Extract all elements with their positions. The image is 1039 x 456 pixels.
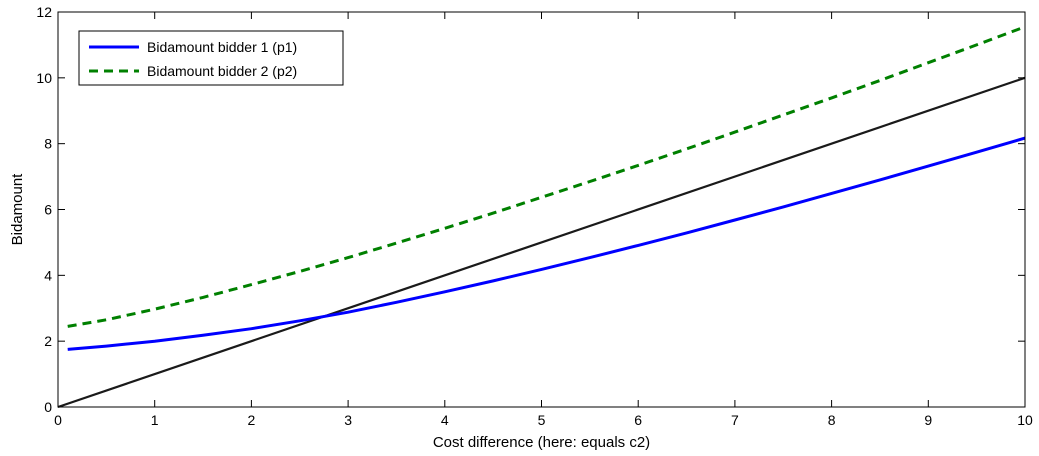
y-tick-label: 0 [44, 399, 52, 415]
y-tick-label: 2 [44, 333, 52, 349]
x-tick-label: 5 [538, 412, 546, 428]
y-tick-label: 6 [44, 202, 52, 218]
y-axis-label: Bidamount [9, 173, 26, 246]
y-tick-label: 8 [44, 136, 52, 152]
legend-box [78, 30, 344, 86]
legend-label: Bidamount bidder 1 (p1) [147, 39, 297, 55]
x-axis-label: Cost difference (here: equals c2) [433, 434, 650, 451]
x-tick-label: 0 [54, 412, 62, 428]
legend: Bidamount bidder 1 (p1) Bidamount bidder … [78, 30, 344, 86]
legend-label: Bidamount bidder 2 (p2) [147, 63, 297, 79]
x-tick-label: 9 [924, 412, 932, 428]
x-tick-label: 4 [441, 412, 449, 428]
x-tick-label: 8 [828, 412, 836, 428]
x-tick-label: 3 [344, 412, 352, 428]
x-tick-label: 2 [248, 412, 256, 428]
x-tick-label: 10 [1017, 412, 1033, 428]
x-tick-label: 7 [731, 412, 739, 428]
reference-line [57, 76, 1026, 409]
y-tick-label: 12 [36, 4, 52, 20]
x-tick-label: 6 [634, 412, 642, 428]
x-tick-label: 1 [151, 412, 159, 428]
series-line-1 [67, 136, 1026, 351]
series-line-2 [67, 25, 1026, 328]
y-tick-label: 4 [44, 267, 52, 283]
series-layer [57, 25, 1026, 409]
y-tick-label: 10 [36, 70, 52, 86]
